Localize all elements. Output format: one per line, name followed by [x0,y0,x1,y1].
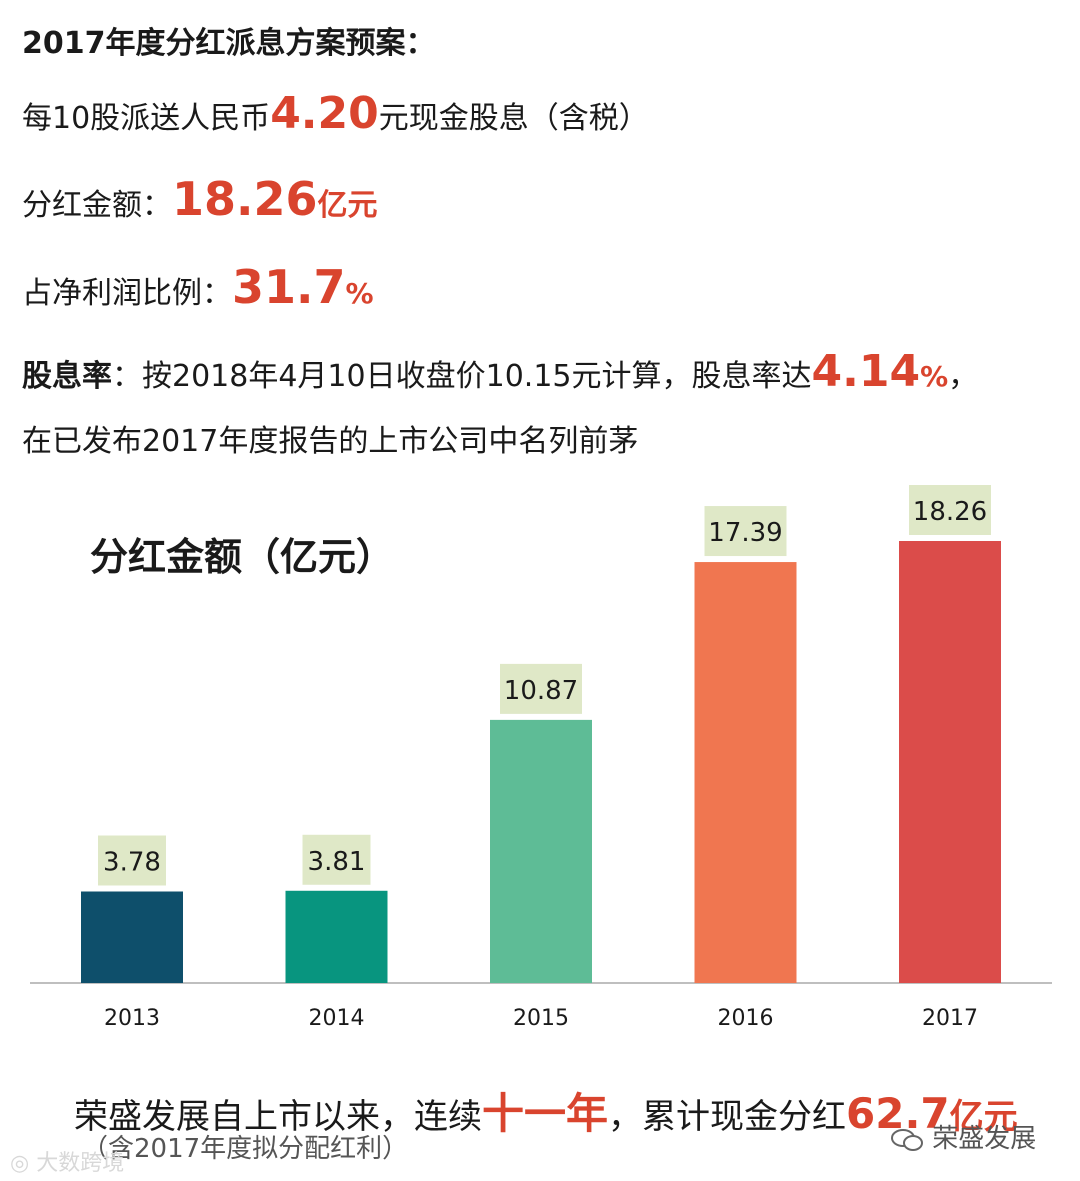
yield-line-2: 在已发布2017年度报告的上市公司中名列前茅 [22,424,639,459]
amount-value: 18.26 [172,172,318,226]
watermark-right: 荣盛发展 [890,1118,1036,1155]
wechat-icon [891,1128,923,1151]
ratio-unit: % [345,277,374,310]
amount-unit: 亿元 [317,188,378,223]
yield-text: ：按2018年4月10日收盘价10.15元计算，股息率达 [112,359,812,394]
yield-value: 4.14 [811,346,921,397]
value-label-2016: 17.39 [708,518,782,548]
yield-tail: ， [948,359,979,394]
x-tick-2017: 2017 [922,1006,978,1031]
yield-label: 股息率 [22,359,112,394]
plan-title: 2017年度分红派息方案预案： [22,26,436,61]
dividend-bar-chart: 分红金额（亿元） 3.78 2013 3.81 2014 10.87 2015 17.39 2… [30,485,1052,1031]
dividend-line: 每10股派送人民币4.20元现金股息（含税） [22,88,649,139]
summary-prefix: 荣盛发展自上市以来，连续 [74,1097,482,1137]
bar-2016 [694,562,797,983]
summary-mid: ，累计现金分红 [608,1097,847,1137]
dividend-value: 4.20 [270,88,379,139]
x-tick-2015: 2015 [513,1006,569,1031]
bars-group: 3.78 2013 3.81 2014 10.87 2015 17.39 2016 18.26 2… [81,485,1001,1031]
dividend-prefix: 每10股派送人民币 [22,101,271,136]
ratio-line: 占净利润比例：31.7% [22,260,374,314]
watermark-right-text: 荣盛发展 [932,1124,1037,1154]
bar-2017 [899,541,1001,983]
value-label-bg-2014 [302,834,371,885]
amount-label: 分红金额： [22,188,172,223]
x-tick-2014: 2014 [309,1006,365,1031]
watermark-left: ◎ 大数跨境 [10,1145,124,1177]
value-label-bg-2017 [909,485,991,535]
amount-line: 分红金额：18.26亿元 [22,172,378,226]
value-label-bg-2013 [98,835,166,886]
summary-note: （含2017年度拟分配红利） [82,1134,409,1164]
ratio-value: 31.7 [232,260,346,314]
value-label-2014: 3.81 [308,847,366,877]
value-label-bg-2015 [500,663,582,714]
weibo-icon: ◎ [10,1151,30,1176]
chart-title: 分红金额（亿元） [90,535,394,579]
yield-line: 股息率：按2018年4月10日收盘价10.15元计算，股息率达4.14%， [22,346,978,397]
value-label-bg-2016 [704,506,787,557]
bar-2015 [490,719,592,983]
summary-line: 荣盛发展自上市以来，连续十一年，累计现金分红62.7亿元 [74,1080,1018,1141]
watermark-left-text: 大数跨境 [36,1151,125,1176]
bar-2013 [81,891,183,983]
dividend-suffix: 元现金股息（含税） [378,101,649,136]
x-tick-2016: 2016 [718,1006,774,1031]
x-tick-2013: 2013 [104,1006,160,1031]
value-label-2015: 10.87 [504,676,578,706]
bar-2014 [285,890,388,983]
yield-unit: % [920,360,949,393]
value-label-2013: 3.78 [103,848,161,878]
summary-highlight: 十一年 [482,1089,609,1138]
summary-total-unit: 亿元 [949,1097,1018,1137]
ratio-label: 占净利润比例： [22,276,232,311]
value-label-2017: 18.26 [913,497,987,527]
